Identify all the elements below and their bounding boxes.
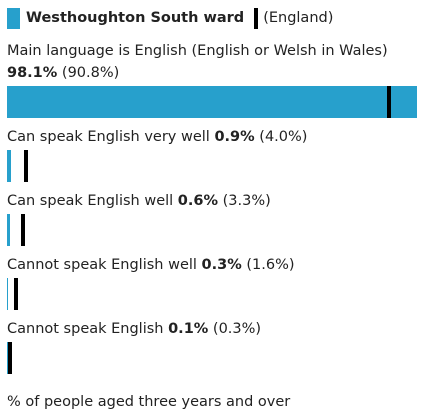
comparison-label: (90.8%) (61, 65, 120, 81)
comparison-marker (23, 150, 28, 182)
row: Can speak English well 0.6% (3.3%) (7, 190, 425, 246)
row-label: Can speak English well 0.6% (3.3%) (7, 190, 419, 212)
row-label: Can speak English very well 0.9% (4.0%) (7, 126, 419, 148)
bar-track (7, 342, 425, 374)
category-label: Cannot speak English (7, 321, 164, 337)
comparison-label: (3.3%) (222, 193, 271, 209)
row: Can speak English very well 0.9% (4.0%) (7, 126, 425, 182)
bar (7, 86, 418, 118)
value-label: 98.1% (7, 65, 58, 81)
legend: Westhoughton South ward (England) (7, 6, 333, 30)
value-label: 0.6% (177, 193, 219, 209)
row: Cannot speak English 0.1% (0.3%) (7, 318, 425, 374)
category-label: Can speak English very well (7, 129, 210, 145)
bar-track (7, 214, 425, 246)
bar-track (7, 278, 425, 310)
row-label: Main language is English (English or Wel… (7, 40, 419, 84)
row-label: Cannot speak English 0.1% (0.3%) (7, 318, 419, 340)
category-label: Can speak English well (7, 193, 174, 209)
comparison-marker (20, 214, 25, 246)
bar-track (7, 86, 425, 118)
bar-track (7, 150, 425, 182)
row-label: Cannot speak English well 0.3% (1.6%) (7, 254, 419, 276)
bar (7, 150, 11, 182)
footnote: % of people aged three years and over (7, 394, 291, 410)
bar (7, 214, 10, 246)
rows: Main language is English (English or Wel… (7, 40, 425, 382)
comparison-label: (4.0%) (259, 129, 308, 145)
legend-label: Westhoughton South ward (26, 10, 245, 26)
legend-label: (England) (263, 10, 334, 26)
category-label: Main language is English (English or Wel… (7, 43, 388, 59)
comparison-label: (0.3%) (212, 321, 262, 337)
comparison-label: (1.6%) (246, 257, 295, 273)
value-label: 0.9% (214, 129, 255, 145)
comparison-marker (13, 278, 18, 310)
legend-swatch (254, 7, 259, 29)
value-label: 0.1% (168, 321, 209, 337)
row: Main language is English (English or Wel… (7, 40, 425, 118)
comparison-marker (8, 342, 13, 374)
row: Cannot speak English well 0.3% (1.6%) (7, 254, 425, 310)
comparison-marker (386, 86, 391, 118)
bar (7, 278, 9, 310)
category-label: Cannot speak English well (7, 257, 197, 273)
legend-swatch (7, 7, 20, 29)
value-label: 0.3% (201, 257, 242, 273)
